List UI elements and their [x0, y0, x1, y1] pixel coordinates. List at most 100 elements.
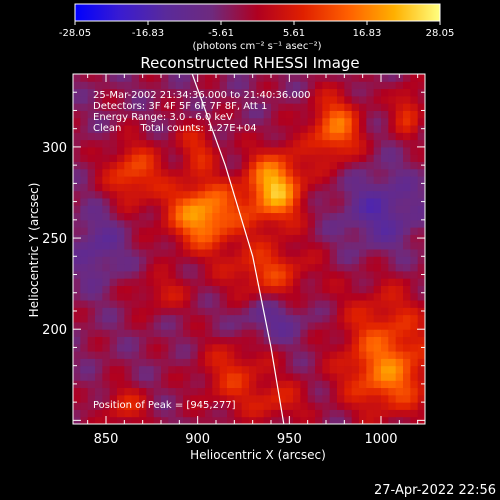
heatmap-cell [234, 336, 243, 345]
heatmap-cell [337, 95, 345, 104]
heatmap-cell [227, 416, 235, 424]
heatmap-cell [351, 263, 360, 272]
heatmap-cell [146, 300, 155, 308]
heatmap-cell [322, 154, 331, 162]
heatmap-cell [234, 219, 243, 228]
heatmap-cell [197, 74, 206, 82]
heatmap-cell [300, 314, 309, 323]
heatmap-cell [227, 103, 235, 111]
heatmap-cell [256, 263, 265, 272]
heatmap-cell [315, 168, 323, 177]
heatmap-cell [153, 278, 162, 286]
heatmap-cell [300, 110, 309, 119]
heatmap-cell [190, 278, 199, 286]
heatmap-cell [344, 314, 353, 323]
heatmap-cell [197, 234, 206, 243]
heatmap-cell [263, 336, 272, 345]
heatmap-cell [102, 358, 111, 367]
heatmap-cell [146, 402, 155, 410]
heatmap-cell [329, 74, 338, 82]
heatmap-cell [403, 300, 411, 308]
heatmap-cell [322, 176, 331, 184]
heatmap-cell [212, 321, 221, 330]
heatmap-cell [183, 285, 191, 294]
heatmap-cell [403, 103, 411, 111]
heatmap-cell [168, 394, 177, 403]
heatmap-cell [403, 146, 411, 155]
heatmap-cell [80, 110, 89, 119]
heatmap-cell [117, 117, 125, 126]
heatmap-cell [300, 227, 309, 235]
heatmap-cell [190, 380, 199, 389]
heatmap-cell [80, 365, 89, 374]
heatmap-cell [410, 329, 419, 337]
heatmap-cell [337, 168, 345, 177]
heatmap-cell [175, 95, 184, 104]
heatmap-cell [241, 292, 250, 301]
heatmap-cell [337, 351, 345, 359]
heatmap-cell [337, 110, 345, 119]
heatmap-cell [197, 278, 206, 286]
heatmap-cell [219, 387, 228, 396]
heatmap-cell [366, 183, 375, 192]
heatmap-cell [87, 176, 96, 184]
heatmap-cell [359, 241, 367, 250]
heatmap-cell [322, 212, 331, 221]
heatmap-cell [80, 117, 89, 126]
heatmap-cell [410, 139, 419, 148]
heatmap-cell [307, 409, 316, 418]
heatmap-cell [161, 372, 169, 381]
heatmap-cell [153, 343, 162, 352]
heatmap-cell [219, 351, 228, 359]
heatmap-cell [337, 176, 345, 184]
heatmap-cell [403, 278, 411, 286]
heatmap-cell [102, 88, 111, 97]
heatmap-cell [359, 329, 367, 337]
heatmap-cell [271, 387, 279, 396]
heatmap-cell [146, 81, 155, 90]
heatmap-cell [205, 394, 213, 403]
heatmap-cell [329, 110, 338, 119]
heatmap-cell [388, 234, 397, 243]
heatmap-cell [293, 285, 301, 294]
heatmap-cell [87, 314, 96, 323]
heatmap-cell [80, 402, 89, 410]
heatmap-cell [205, 132, 213, 141]
heatmap-cell [153, 336, 162, 345]
heatmap-cell [278, 278, 287, 286]
heatmap-cell [212, 132, 221, 141]
heatmap-cell [80, 300, 89, 308]
heatmap-cell [315, 146, 323, 155]
heatmap-cell [417, 212, 425, 221]
heatmap-cell [359, 117, 367, 126]
heatmap-cell [80, 351, 89, 359]
heatmap-cell [197, 292, 206, 301]
heatmap-cell [410, 402, 419, 410]
heatmap-cell [234, 139, 243, 148]
heatmap-cell [249, 270, 257, 279]
heatmap-cell [212, 256, 221, 265]
heatmap-cell [161, 176, 169, 184]
heatmap-cell [234, 278, 243, 286]
heatmap-cell [271, 409, 279, 418]
heatmap-cell [241, 270, 250, 279]
heatmap-cell [131, 300, 140, 308]
heatmap-cell [395, 183, 404, 192]
heatmap-cell [73, 139, 81, 148]
heatmap-cell [263, 263, 272, 272]
heatmap-cell [87, 125, 96, 133]
heatmap-cell [395, 307, 404, 316]
heatmap-cell [131, 249, 140, 257]
heatmap-cell [161, 365, 169, 374]
heatmap-cell [80, 154, 89, 162]
heatmap-cell [95, 161, 103, 170]
heatmap-cell [300, 139, 309, 148]
heatmap-cell [124, 365, 133, 374]
heatmap-cell [117, 329, 125, 337]
heatmap-cell [131, 132, 140, 141]
heatmap-cell [307, 132, 316, 141]
heatmap-cell [102, 380, 111, 389]
heatmap-cell [234, 132, 243, 141]
heatmap-cell [241, 183, 250, 192]
heatmap-cell [153, 292, 162, 301]
